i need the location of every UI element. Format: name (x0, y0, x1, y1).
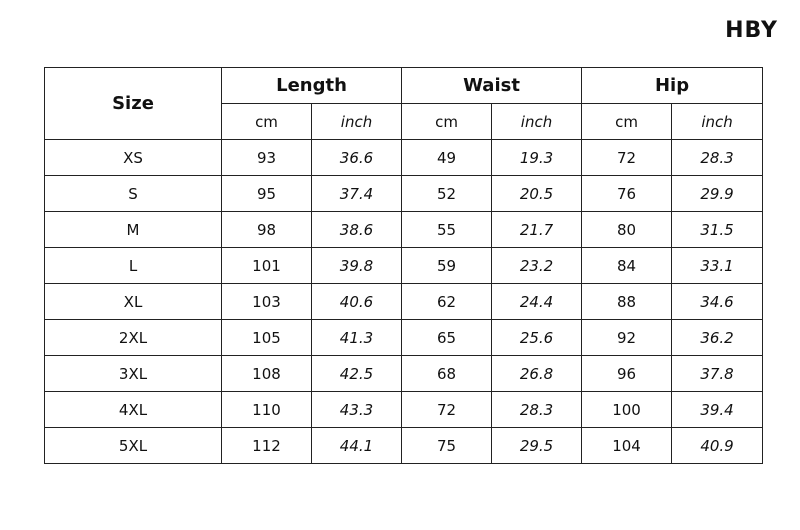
measurement-cell: 21.7 (491, 211, 583, 248)
waist-header: Waist (401, 67, 583, 104)
table-row: 4XL 110 43.3 72 28.3 100 39.4 (44, 391, 764, 428)
measurement-cell: 95 (221, 175, 312, 212)
unit-header: inch (671, 103, 764, 140)
measurement-cell: 44.1 (310, 427, 403, 464)
measurement-cell: 100 (581, 391, 673, 428)
unit-header: cm (581, 103, 673, 140)
unit-header: inch (310, 103, 403, 140)
measurement-cell: 104 (581, 427, 673, 464)
measurement-cell: 72 (581, 139, 673, 176)
measurement-cell: 68 (401, 355, 493, 392)
measurement-cell: 55 (401, 211, 493, 248)
measurement-cell: 76 (581, 175, 673, 212)
measurement-cell: 52 (401, 175, 493, 212)
size-cell: 4XL (44, 391, 222, 428)
measurement-cell: 24.4 (491, 283, 583, 320)
measurement-cell: 80 (581, 211, 673, 248)
measurement-cell: 110 (221, 391, 312, 428)
unit-header: cm (401, 103, 493, 140)
size-cell: M (44, 211, 222, 248)
table-row: 2XL 105 41.3 65 25.6 92 36.2 (44, 319, 764, 356)
size-chart-table: Size Length Waist Hip cm inch cm inch cm… (44, 67, 764, 464)
measurement-cell: 105 (221, 319, 312, 356)
table-row: S 95 37.4 52 20.5 76 29.9 (44, 175, 764, 212)
size-cell: L (44, 247, 222, 284)
table-row: 5XL 112 44.1 75 29.5 104 40.9 (44, 427, 764, 464)
measurement-cell: 28.3 (671, 139, 764, 176)
measurement-cell: 108 (221, 355, 312, 392)
measurement-cell: 19.3 (491, 139, 583, 176)
measurement-cell: 72 (401, 391, 493, 428)
size-header: Size (44, 67, 222, 140)
measurement-cell: 29.5 (491, 427, 583, 464)
size-cell: XS (44, 139, 222, 176)
unit-header: inch (491, 103, 583, 140)
table-row: XL 103 40.6 62 24.4 88 34.6 (44, 283, 764, 320)
measurement-cell: 40.6 (310, 283, 403, 320)
measurement-cell: 39.4 (671, 391, 764, 428)
table-row: L 101 39.8 59 23.2 84 33.1 (44, 247, 764, 284)
hip-header: Hip (581, 67, 764, 104)
size-cell: XL (44, 283, 222, 320)
measurement-cell: 96 (581, 355, 673, 392)
table-row: M 98 38.6 55 21.7 80 31.5 (44, 211, 764, 248)
measurement-cell: 25.6 (491, 319, 583, 356)
measurement-cell: 43.3 (310, 391, 403, 428)
measurement-cell: 75 (401, 427, 493, 464)
table-row: 3XL 108 42.5 68 26.8 96 37.8 (44, 355, 764, 392)
measurement-cell: 49 (401, 139, 493, 176)
length-header: Length (220, 67, 403, 104)
measurement-cell: 36.6 (310, 139, 403, 176)
measurement-cell: 101 (221, 247, 312, 284)
measurement-cell: 31.5 (671, 211, 764, 248)
measurement-cell: 40.9 (671, 427, 764, 464)
table-row: XS 93 36.6 49 19.3 72 28.3 (44, 139, 764, 176)
measurement-cell: 28.3 (491, 391, 583, 428)
measurement-cell: 92 (581, 319, 673, 356)
measurement-cell: 103 (221, 283, 312, 320)
size-cell: 3XL (44, 355, 222, 392)
measurement-cell: 42.5 (310, 355, 403, 392)
measurement-cell: 36.2 (671, 319, 764, 356)
measurement-cell: 41.3 (310, 319, 403, 356)
measurement-cell: 29.9 (671, 175, 764, 212)
group-header-row: Size Length Waist Hip (44, 67, 764, 140)
measurement-cell: 62 (401, 283, 493, 320)
measurement-cell: 112 (221, 427, 312, 464)
measurement-cell: 39.8 (310, 247, 403, 284)
measurement-cell: 84 (581, 247, 673, 284)
size-cell: 5XL (44, 427, 222, 464)
brand-logo: HBY (725, 18, 778, 43)
measurement-cell: 26.8 (491, 355, 583, 392)
size-cell: 2XL (44, 319, 222, 356)
measurement-cell: 23.2 (491, 247, 583, 284)
measurement-cell: 20.5 (491, 175, 583, 212)
measurement-cell: 65 (401, 319, 493, 356)
measurement-cell: 34.6 (671, 283, 764, 320)
size-cell: S (44, 175, 222, 212)
measurement-cell: 59 (401, 247, 493, 284)
measurement-cell: 33.1 (671, 247, 764, 284)
measurement-cell: 98 (221, 211, 312, 248)
measurement-cell: 38.6 (310, 211, 403, 248)
measurement-cell: 37.4 (310, 175, 403, 212)
measurement-cell: 93 (221, 139, 312, 176)
measurement-cell: 88 (581, 283, 673, 320)
unit-header-row: cm inch cm inch cm inch (45, 103, 764, 140)
measurement-cell: 37.8 (671, 355, 764, 392)
unit-header: cm (221, 103, 312, 140)
